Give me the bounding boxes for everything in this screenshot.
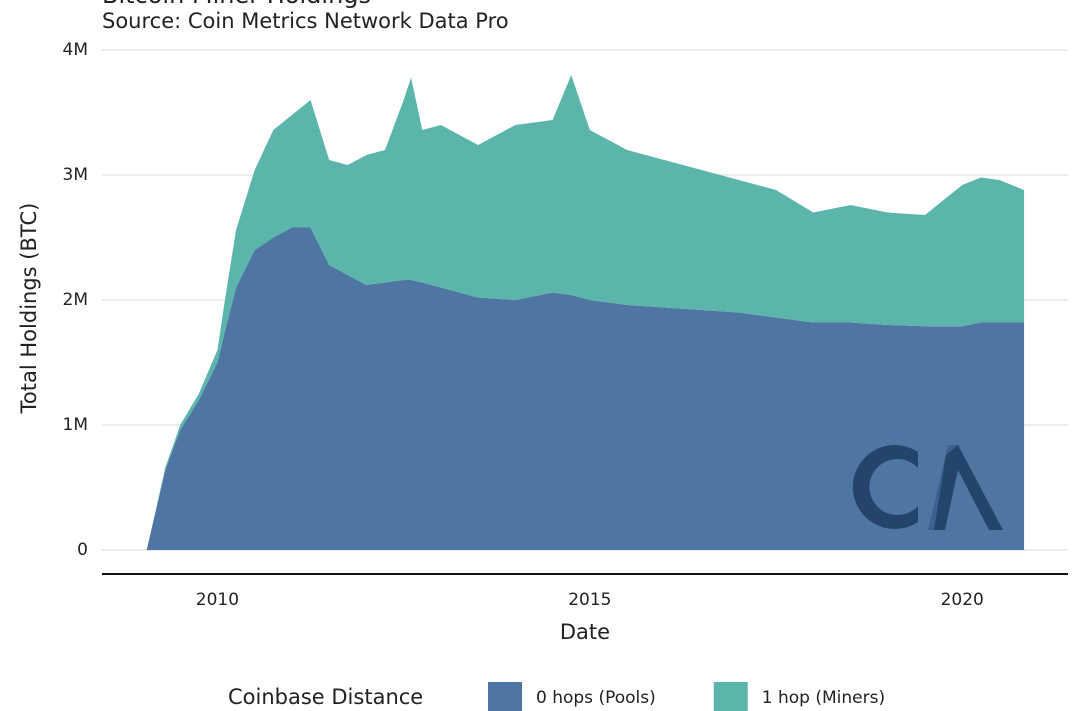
- logo-c: [852, 445, 918, 529]
- logo: [852, 445, 1003, 530]
- area: [146, 227, 1025, 550]
- chart-subtitle: Source: Coin Metrics Network Data Pro: [102, 9, 509, 33]
- y-tick-label: 1M: [63, 415, 88, 435]
- x-tick-label: 2015: [568, 590, 611, 610]
- legend-label: 1 hop (Miners): [762, 688, 885, 708]
- legend-title: Coinbase Distance: [228, 685, 423, 709]
- y-tick-label: 3M: [63, 165, 88, 185]
- y-tick-label: 0: [77, 540, 88, 560]
- area: [146, 75, 1025, 550]
- x-tick-label: 2010: [196, 590, 239, 610]
- legend-swatch: [713, 682, 748, 711]
- legend-label: 0 hops (Pools): [536, 688, 656, 708]
- legend: Coinbase Distance 0 hops (Pools) 1 hop (Mi…: [228, 682, 885, 711]
- y-tick-label: 2M: [63, 290, 88, 310]
- chart-title: Bitcoin Miner Holdings: [102, 0, 371, 9]
- y-axis-title: Total Holdings (BTC): [17, 203, 41, 415]
- plot-area: [146, 75, 1025, 550]
- y-tick-label: 4M: [63, 40, 88, 60]
- x-axis-title: Date: [560, 620, 610, 644]
- logo-m: [934, 445, 1003, 530]
- x-tick-label: 2020: [941, 590, 984, 610]
- legend-swatch: [488, 682, 522, 711]
